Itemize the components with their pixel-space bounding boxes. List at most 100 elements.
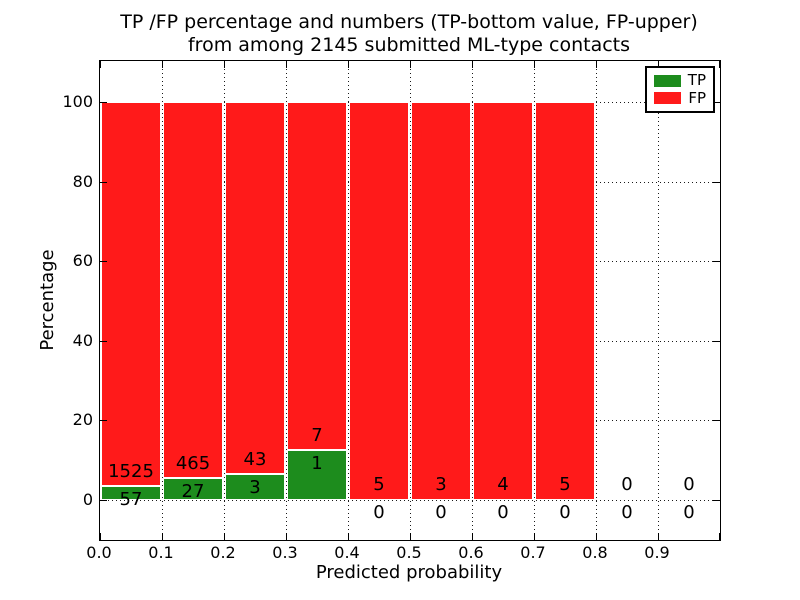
- v-gridline: [658, 61, 659, 540]
- tick-mark: [596, 61, 597, 68]
- tp-bar-segment: [287, 450, 347, 500]
- v-gridline: [224, 61, 225, 540]
- x-tick-label: 0.4: [334, 543, 360, 562]
- tick-mark: [713, 420, 720, 422]
- fp-bar-segment: [101, 102, 161, 486]
- tick-mark: [713, 261, 720, 263]
- x-tick-label: 0.6: [458, 543, 484, 562]
- tick-mark: [410, 533, 411, 540]
- fp-bar-segment: [349, 102, 409, 500]
- fp-count-label: 5: [373, 474, 385, 495]
- y-axis-label: Percentage: [37, 249, 58, 351]
- tick-mark: [286, 61, 287, 68]
- tick-mark: [658, 533, 659, 540]
- v-gridline: [410, 61, 411, 540]
- tick-mark: [100, 181, 107, 183]
- tp-bar-segment: [163, 478, 223, 500]
- tick-mark: [410, 61, 411, 68]
- h-gridline: [100, 102, 720, 103]
- fp-bar-segment: [225, 102, 285, 475]
- tp-count-label: 0: [435, 502, 447, 523]
- chart-title-line1: TP /FP percentage and numbers (TP-bottom…: [120, 11, 698, 33]
- tp-bar-segment: [225, 474, 285, 500]
- x-tick-label: 0.3: [272, 543, 298, 562]
- tp-count-label: 0: [373, 502, 385, 523]
- tick-mark: [713, 102, 720, 103]
- legend-swatch-tp: [654, 74, 681, 87]
- tick-mark: [224, 533, 225, 540]
- x-tick-label: 0.7: [520, 543, 546, 562]
- h-gridline: [100, 420, 720, 422]
- tp-bar-segment: [101, 485, 161, 500]
- tick-mark: [100, 61, 101, 68]
- tick-mark: [100, 500, 107, 501]
- fp-count-label: 465: [175, 453, 211, 475]
- x-tick-label: 0.8: [582, 543, 608, 562]
- tick-mark: [162, 533, 163, 540]
- y-tick-label: 40: [72, 330, 93, 350]
- tp-count-label: 0: [497, 502, 509, 523]
- fp-count-label: 4: [497, 474, 509, 495]
- v-gridline: [534, 61, 535, 540]
- tick-mark: [472, 533, 473, 540]
- tick-mark: [162, 61, 163, 68]
- x-tick-label: 0.5: [396, 543, 422, 562]
- x-tick-label: 0.1: [148, 543, 174, 562]
- legend-item: TP: [654, 73, 706, 88]
- tick-mark: [100, 261, 107, 263]
- tick-mark: [348, 61, 349, 68]
- fp-count-label: 0: [683, 474, 695, 495]
- h-gridline: [100, 500, 720, 501]
- legend-item: FP: [654, 88, 706, 107]
- fp-count-label: 3: [435, 474, 447, 495]
- v-gridline: [596, 61, 597, 540]
- tick-mark: [224, 61, 225, 68]
- v-gridline: [162, 61, 163, 540]
- y-tick-label: 20: [72, 410, 93, 430]
- fp-bar-segment: [473, 102, 533, 500]
- tick-mark: [348, 533, 349, 540]
- fp-bar-segment: [287, 102, 347, 451]
- y-tick-label: 60: [72, 251, 93, 271]
- tick-mark: [100, 420, 107, 422]
- fp-count-label: 0: [621, 474, 633, 495]
- tp-count-label: 1: [311, 453, 323, 475]
- tick-mark: [286, 533, 287, 540]
- x-axis-label: Predicted probability: [315, 562, 503, 583]
- fp-bar-segment: [535, 102, 595, 500]
- tick-mark: [719, 533, 720, 540]
- tp-count-label: 57: [119, 488, 143, 510]
- tp-count-label: 0: [621, 502, 633, 523]
- legend-swatch-fp: [654, 92, 681, 105]
- tick-mark: [472, 61, 473, 68]
- tp-count-label: 27: [181, 481, 205, 503]
- h-gridline: [100, 261, 720, 263]
- plot-area: 1525 57 465 27 43 3 7 1 5 0 3 0 4 0 5 0 0 0 0 0: [99, 60, 721, 541]
- tick-mark: [534, 61, 535, 68]
- tp-count-label: 3: [249, 477, 261, 499]
- tick-mark: [713, 181, 720, 183]
- x-tick-label: 0.0: [86, 543, 112, 562]
- fp-count-label: 43: [243, 449, 267, 471]
- chart-title-line2: from among 2145 submitted ML-type contac…: [187, 34, 631, 56]
- h-gridline: [100, 340, 720, 342]
- tick-mark: [719, 61, 720, 68]
- fp-count-label: 1525: [108, 460, 154, 482]
- tick-mark: [100, 102, 107, 103]
- x-tick-label: 0.2: [210, 543, 236, 562]
- fp-bar-segment: [163, 102, 223, 479]
- y-tick-label: 0: [82, 490, 93, 509]
- tick-mark: [713, 500, 720, 501]
- chart-title: TP /FP percentage and numbers (TP-bottom…: [99, 11, 719, 57]
- tick-mark: [713, 340, 720, 342]
- legend-label: FP: [688, 88, 706, 107]
- v-gridline: [286, 61, 287, 540]
- v-gridline: [472, 61, 473, 540]
- tick-mark: [100, 533, 101, 540]
- y-tick-label: 80: [72, 171, 93, 191]
- tp-count-label: 0: [559, 502, 571, 523]
- y-tick-label: 100: [62, 92, 93, 111]
- tick-mark: [100, 340, 107, 342]
- tick-mark: [596, 533, 597, 540]
